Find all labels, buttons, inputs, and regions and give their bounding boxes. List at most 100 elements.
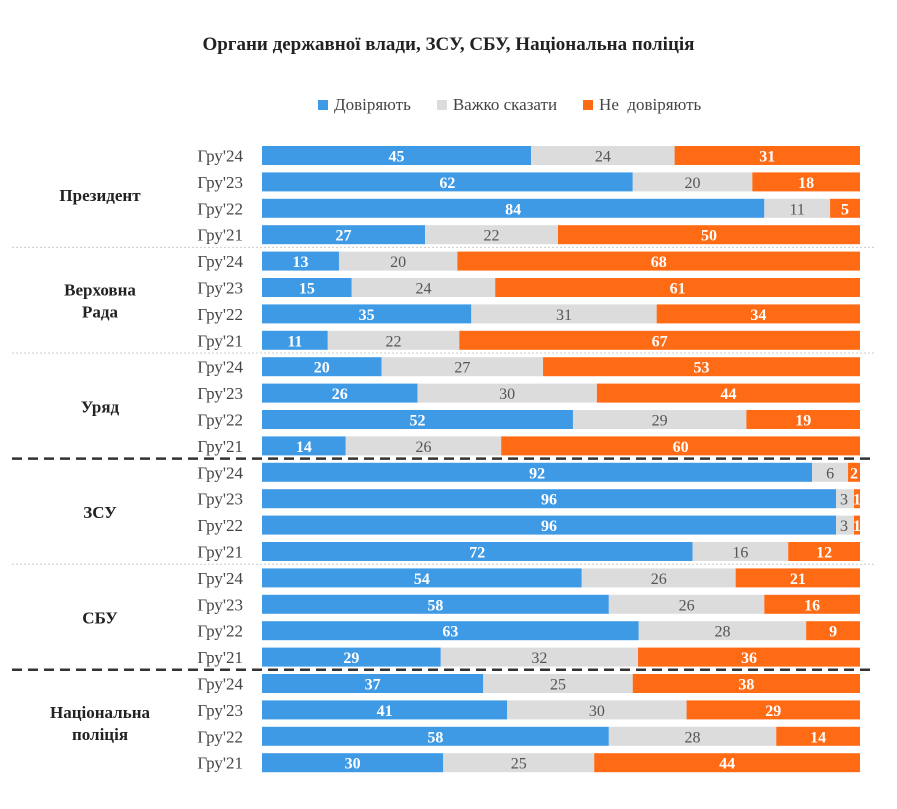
data-label-distrust: 12	[816, 545, 832, 562]
data-label-hard-to-say: 31	[556, 307, 572, 324]
row-label: Гру'21	[197, 331, 243, 350]
data-label-trust: 58	[427, 729, 443, 746]
data-label-hard-to-say: 32	[531, 650, 547, 667]
row-label: Гру'22	[197, 516, 243, 535]
group-label: ЗСУ	[83, 503, 117, 522]
legend-label-trust: Довіряють	[334, 95, 411, 114]
data-label-trust: 27	[336, 228, 352, 245]
row-label: Гру'22	[197, 305, 243, 324]
bar-trust	[262, 515, 837, 535]
bar-trust	[262, 647, 441, 667]
group-label: СБУ	[82, 609, 118, 628]
data-label-distrust: 31	[759, 149, 775, 166]
legend-swatch-trust	[318, 100, 328, 110]
data-label-distrust: 60	[673, 439, 689, 456]
data-label-hard-to-say: 3	[840, 518, 848, 535]
bar-distrust	[776, 726, 860, 746]
data-label-trust: 72	[469, 545, 485, 562]
legend-swatch-hard-to-say	[436, 100, 447, 110]
bar-hard-to-say	[327, 330, 460, 350]
bar-distrust	[735, 568, 860, 588]
row-label: Гру'21	[197, 226, 243, 245]
data-label-hard-to-say: 11	[790, 201, 805, 218]
data-label-distrust: 44	[719, 756, 735, 773]
bar-distrust	[806, 621, 860, 641]
data-label-trust: 52	[409, 413, 425, 430]
legend-swatch-distrust	[583, 100, 594, 110]
bar-trust	[262, 225, 426, 245]
data-label-trust: 26	[332, 386, 348, 403]
data-label-distrust: 53	[694, 360, 710, 377]
row-label: Гру'22	[197, 411, 243, 430]
bar-hard-to-say	[608, 726, 777, 746]
bar-hard-to-say	[608, 594, 765, 614]
bar-trust	[262, 251, 339, 271]
row-label: Гру'23	[197, 279, 243, 298]
bar-distrust	[848, 462, 860, 482]
bar-hard-to-say	[381, 357, 544, 377]
data-label-distrust: 18	[798, 175, 814, 192]
group-label: поліція	[72, 725, 128, 744]
data-label-distrust: 67	[652, 333, 668, 350]
bar-trust	[262, 753, 444, 773]
bar-distrust	[656, 304, 860, 324]
chart-title: Органи державної влади, ЗСУ, СБУ, Націон…	[202, 34, 695, 55]
bar-hard-to-say	[425, 225, 558, 245]
data-label-distrust: 38	[738, 677, 754, 694]
legend-label-hard-to-say: Важко сказати	[452, 95, 558, 114]
bar-hard-to-say	[572, 410, 747, 429]
bar-distrust	[495, 278, 860, 297]
data-label-trust: 15	[299, 281, 315, 298]
data-label-distrust: 9	[829, 624, 837, 641]
bar-hard-to-say	[632, 172, 753, 192]
bar-distrust	[457, 251, 860, 271]
row-label: Гру'24	[197, 252, 243, 271]
bar-hard-to-say	[764, 198, 831, 218]
row-label: Гру'24	[197, 463, 243, 482]
bar-hard-to-say	[507, 700, 687, 720]
bar-trust	[262, 330, 328, 350]
bar-hard-to-say	[345, 436, 502, 456]
bar-trust	[262, 489, 837, 509]
data-label-hard-to-say: 6	[826, 465, 834, 482]
bar-hard-to-say	[483, 674, 633, 693]
data-label-hard-to-say: 26	[651, 571, 667, 588]
row-label: Гру'23	[197, 490, 243, 509]
data-label-trust: 96	[541, 492, 557, 509]
data-label-trust: 13	[292, 254, 308, 271]
data-label-trust: 30	[345, 756, 361, 773]
data-label-distrust: 5	[841, 201, 849, 218]
data-label-trust: 58	[427, 597, 443, 614]
data-label-hard-to-say: 16	[732, 545, 748, 562]
row-label: Гру'22	[197, 199, 243, 218]
bar-distrust	[638, 647, 860, 667]
data-label-hard-to-say: 3	[840, 492, 848, 509]
data-label-hard-to-say: 30	[499, 386, 515, 403]
row-label: Гру'24	[197, 358, 243, 377]
data-label-trust: 54	[414, 571, 430, 588]
data-label-hard-to-say: 22	[484, 228, 500, 245]
row-label: Гру'22	[197, 727, 243, 746]
group-label: Рада	[82, 303, 118, 322]
bar-trust	[262, 568, 582, 588]
bar-hard-to-say	[440, 647, 639, 667]
data-label-distrust: 68	[651, 254, 667, 271]
data-label-hard-to-say: 25	[511, 756, 527, 773]
bar-trust	[262, 621, 639, 641]
data-label-trust: 63	[442, 624, 458, 641]
data-label-trust: 41	[377, 703, 393, 720]
data-label-distrust: 14	[810, 729, 826, 746]
data-label-trust: 11	[287, 333, 302, 350]
data-label-hard-to-say: 28	[714, 624, 730, 641]
data-label-trust: 62	[439, 175, 455, 192]
row-label: Гру'21	[197, 437, 243, 456]
bar-trust	[262, 278, 352, 297]
data-label-distrust: 1	[853, 518, 861, 535]
bar-trust	[262, 357, 382, 377]
data-label-trust: 29	[343, 650, 359, 667]
row-label: Гру'23	[197, 384, 243, 403]
legend: Довіряють Важко сказати Не довіряють	[318, 95, 727, 115]
data-label-hard-to-say: 24	[415, 281, 431, 298]
legend-item-distrust: Не довіряють	[583, 95, 701, 115]
